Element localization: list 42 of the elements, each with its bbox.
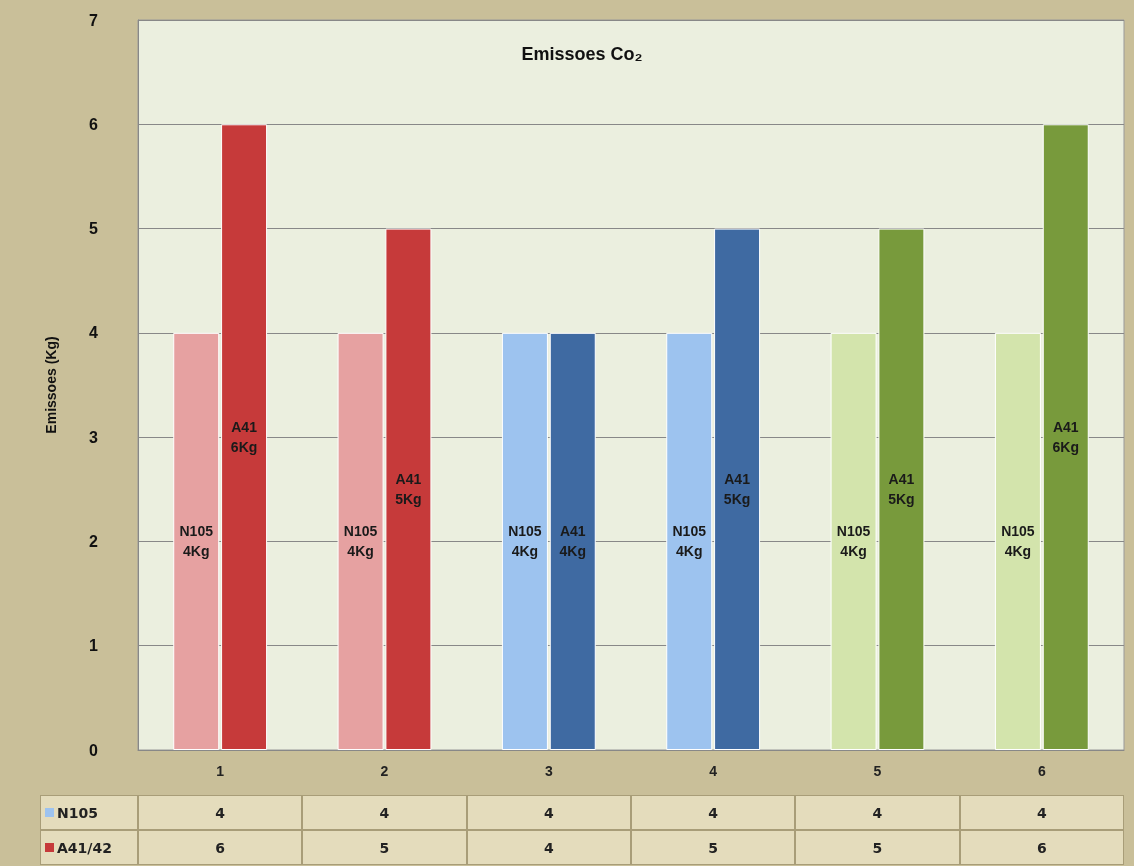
category-label: 5	[708, 839, 719, 856]
data-label: N105 4Kg	[836, 523, 871, 560]
data-label: N105 4Kg	[508, 523, 542, 560]
x-tick-label: 5	[873, 763, 882, 779]
y-tick-label: 2	[89, 532, 99, 550]
category-label: 4	[543, 804, 554, 821]
category-label: 4	[379, 804, 390, 821]
y-tick-label: 4	[89, 324, 99, 342]
category-label: 4	[215, 804, 226, 821]
data-label: A41 6Kg	[230, 419, 258, 456]
legend-label: A41/42	[40, 830, 138, 865]
x-tick-label: 4	[709, 763, 718, 779]
data-label: N105 4Kg	[179, 523, 214, 560]
category-label: 6	[1036, 839, 1047, 856]
category-label: 4	[708, 804, 719, 821]
y-tick-label: 5	[89, 220, 99, 238]
category-label: 4	[872, 804, 883, 821]
text: Emissoes Co₂	[521, 44, 643, 64]
y-axis-title: Emissoes (Kg)	[43, 336, 59, 434]
legend-label: N105	[40, 795, 138, 830]
data-label: N105 4Kg	[343, 523, 378, 560]
data-label: A41 5Kg	[395, 471, 422, 508]
y-tick-label: 7	[89, 11, 99, 29]
data-label: A41 5Kg	[888, 471, 915, 508]
x-tick-label: 6	[1037, 763, 1046, 779]
y-tick-label: 0	[89, 741, 99, 759]
y-tick-label: 3	[89, 428, 99, 446]
data-label: N105 4Kg	[672, 523, 707, 560]
category-label: 6	[215, 839, 226, 856]
x-tick-label: 1	[216, 763, 225, 779]
x-tick-label: 2	[380, 763, 389, 779]
data-label: A41 6Kg	[1052, 419, 1079, 456]
data-label: N105 4Kg	[1001, 523, 1035, 560]
x-tick-label: 3	[544, 763, 553, 779]
category-label: 5	[379, 839, 390, 856]
data-label: A41 5Kg	[723, 471, 751, 508]
y-tick-label: 1	[89, 637, 99, 655]
category-label: 4	[543, 839, 554, 856]
data-label: A41 4Kg	[559, 523, 586, 560]
category-label: 4	[1036, 804, 1047, 821]
category-label: 5	[872, 839, 883, 856]
y-tick-label: 6	[89, 115, 99, 133]
